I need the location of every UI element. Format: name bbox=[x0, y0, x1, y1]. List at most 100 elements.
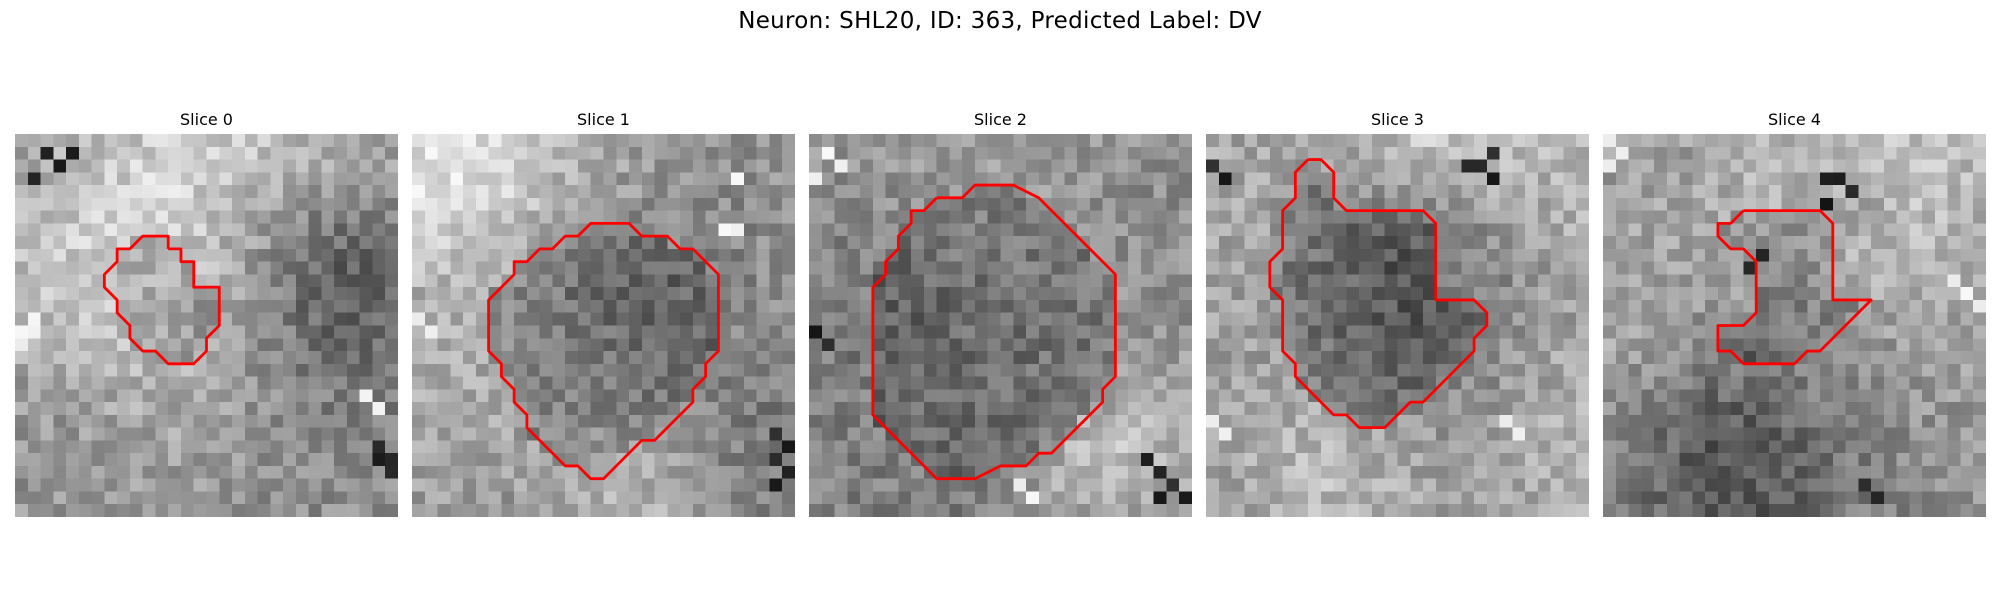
pixel bbox=[1781, 159, 1795, 173]
pixel bbox=[308, 223, 322, 237]
pixel bbox=[1615, 236, 1629, 250]
pixel bbox=[1486, 287, 1500, 301]
pixel bbox=[885, 325, 899, 339]
pixel bbox=[514, 261, 528, 275]
pixel bbox=[936, 402, 950, 416]
pixel bbox=[1206, 351, 1220, 365]
pixel bbox=[1858, 351, 1872, 365]
pixel bbox=[1128, 325, 1142, 339]
pixel bbox=[1064, 312, 1078, 326]
pixel bbox=[1871, 299, 1885, 313]
pixel bbox=[616, 146, 630, 160]
pixel bbox=[104, 236, 118, 250]
pixel bbox=[1845, 261, 1859, 275]
pixel bbox=[1257, 402, 1271, 416]
pixel bbox=[193, 402, 207, 416]
pixel bbox=[385, 402, 398, 416]
pixel bbox=[1397, 134, 1411, 148]
pixel bbox=[949, 478, 963, 492]
pixel bbox=[705, 363, 719, 377]
pixel bbox=[565, 389, 579, 403]
pixel bbox=[1218, 363, 1232, 377]
pixel bbox=[270, 504, 284, 517]
pixel bbox=[1947, 325, 1961, 339]
pixel bbox=[66, 338, 80, 352]
pixel bbox=[168, 197, 182, 211]
pixel bbox=[821, 261, 835, 275]
pixel bbox=[1231, 197, 1245, 211]
pixel bbox=[1960, 236, 1974, 250]
pixel bbox=[590, 504, 604, 517]
pixel bbox=[359, 248, 373, 262]
pixel bbox=[1206, 299, 1220, 313]
pixel bbox=[488, 478, 502, 492]
slice-panel-2: Slice 2 bbox=[809, 110, 1192, 517]
pixel bbox=[603, 453, 617, 467]
pixel bbox=[667, 223, 681, 237]
pixel bbox=[1499, 376, 1513, 390]
pixel bbox=[1756, 376, 1770, 390]
pixel bbox=[1013, 351, 1027, 365]
pixel bbox=[1743, 134, 1757, 148]
pixel bbox=[1257, 159, 1271, 173]
pixel bbox=[1576, 274, 1589, 288]
pixel bbox=[1871, 185, 1885, 199]
pixel bbox=[1448, 197, 1462, 211]
pixel bbox=[475, 248, 489, 262]
pixel bbox=[1820, 287, 1834, 301]
pixel bbox=[1717, 440, 1731, 454]
pixel bbox=[809, 185, 823, 199]
pixel bbox=[680, 197, 694, 211]
pixel bbox=[180, 248, 194, 262]
pixel bbox=[15, 440, 29, 454]
pixel bbox=[91, 261, 105, 275]
pixel bbox=[1641, 261, 1655, 275]
pixel bbox=[1820, 223, 1834, 237]
pixel bbox=[1128, 185, 1142, 199]
pixel bbox=[1140, 414, 1154, 428]
pixel bbox=[1820, 159, 1834, 173]
pixel bbox=[1628, 159, 1642, 173]
pixel bbox=[821, 478, 835, 492]
pixel bbox=[641, 402, 655, 416]
pixel bbox=[1038, 427, 1052, 441]
pixel bbox=[1794, 287, 1808, 301]
pixel bbox=[1576, 325, 1589, 339]
pixel bbox=[1705, 414, 1719, 428]
pixel bbox=[66, 491, 80, 505]
pixel bbox=[501, 363, 515, 377]
pixel bbox=[1166, 376, 1180, 390]
pixel bbox=[1308, 376, 1322, 390]
pixel bbox=[962, 248, 976, 262]
pixel bbox=[1026, 491, 1040, 505]
pixel bbox=[1218, 465, 1232, 479]
pixel bbox=[898, 287, 912, 301]
pixel bbox=[603, 287, 617, 301]
pixel bbox=[1934, 312, 1948, 326]
pixel bbox=[539, 146, 553, 160]
pixel bbox=[257, 248, 271, 262]
pixel bbox=[603, 146, 617, 160]
pixel bbox=[1038, 389, 1052, 403]
pixel bbox=[1717, 465, 1731, 479]
pixel bbox=[129, 325, 143, 339]
pixel bbox=[731, 363, 745, 377]
pixel bbox=[962, 287, 976, 301]
pixel bbox=[385, 351, 398, 365]
pixel bbox=[1179, 223, 1192, 237]
pixel bbox=[155, 261, 169, 275]
pixel bbox=[412, 414, 426, 428]
pixel bbox=[1896, 134, 1910, 148]
pixel bbox=[1231, 414, 1245, 428]
pixel bbox=[1461, 491, 1475, 505]
pixel bbox=[1448, 389, 1462, 403]
pixel bbox=[629, 159, 643, 173]
pixel bbox=[1960, 261, 1974, 275]
pixel bbox=[1231, 504, 1245, 517]
pixel bbox=[450, 376, 464, 390]
pixel bbox=[603, 159, 617, 173]
pixel bbox=[346, 504, 360, 517]
pixel bbox=[232, 478, 246, 492]
pixel bbox=[1244, 402, 1258, 416]
pixel bbox=[1615, 223, 1629, 237]
